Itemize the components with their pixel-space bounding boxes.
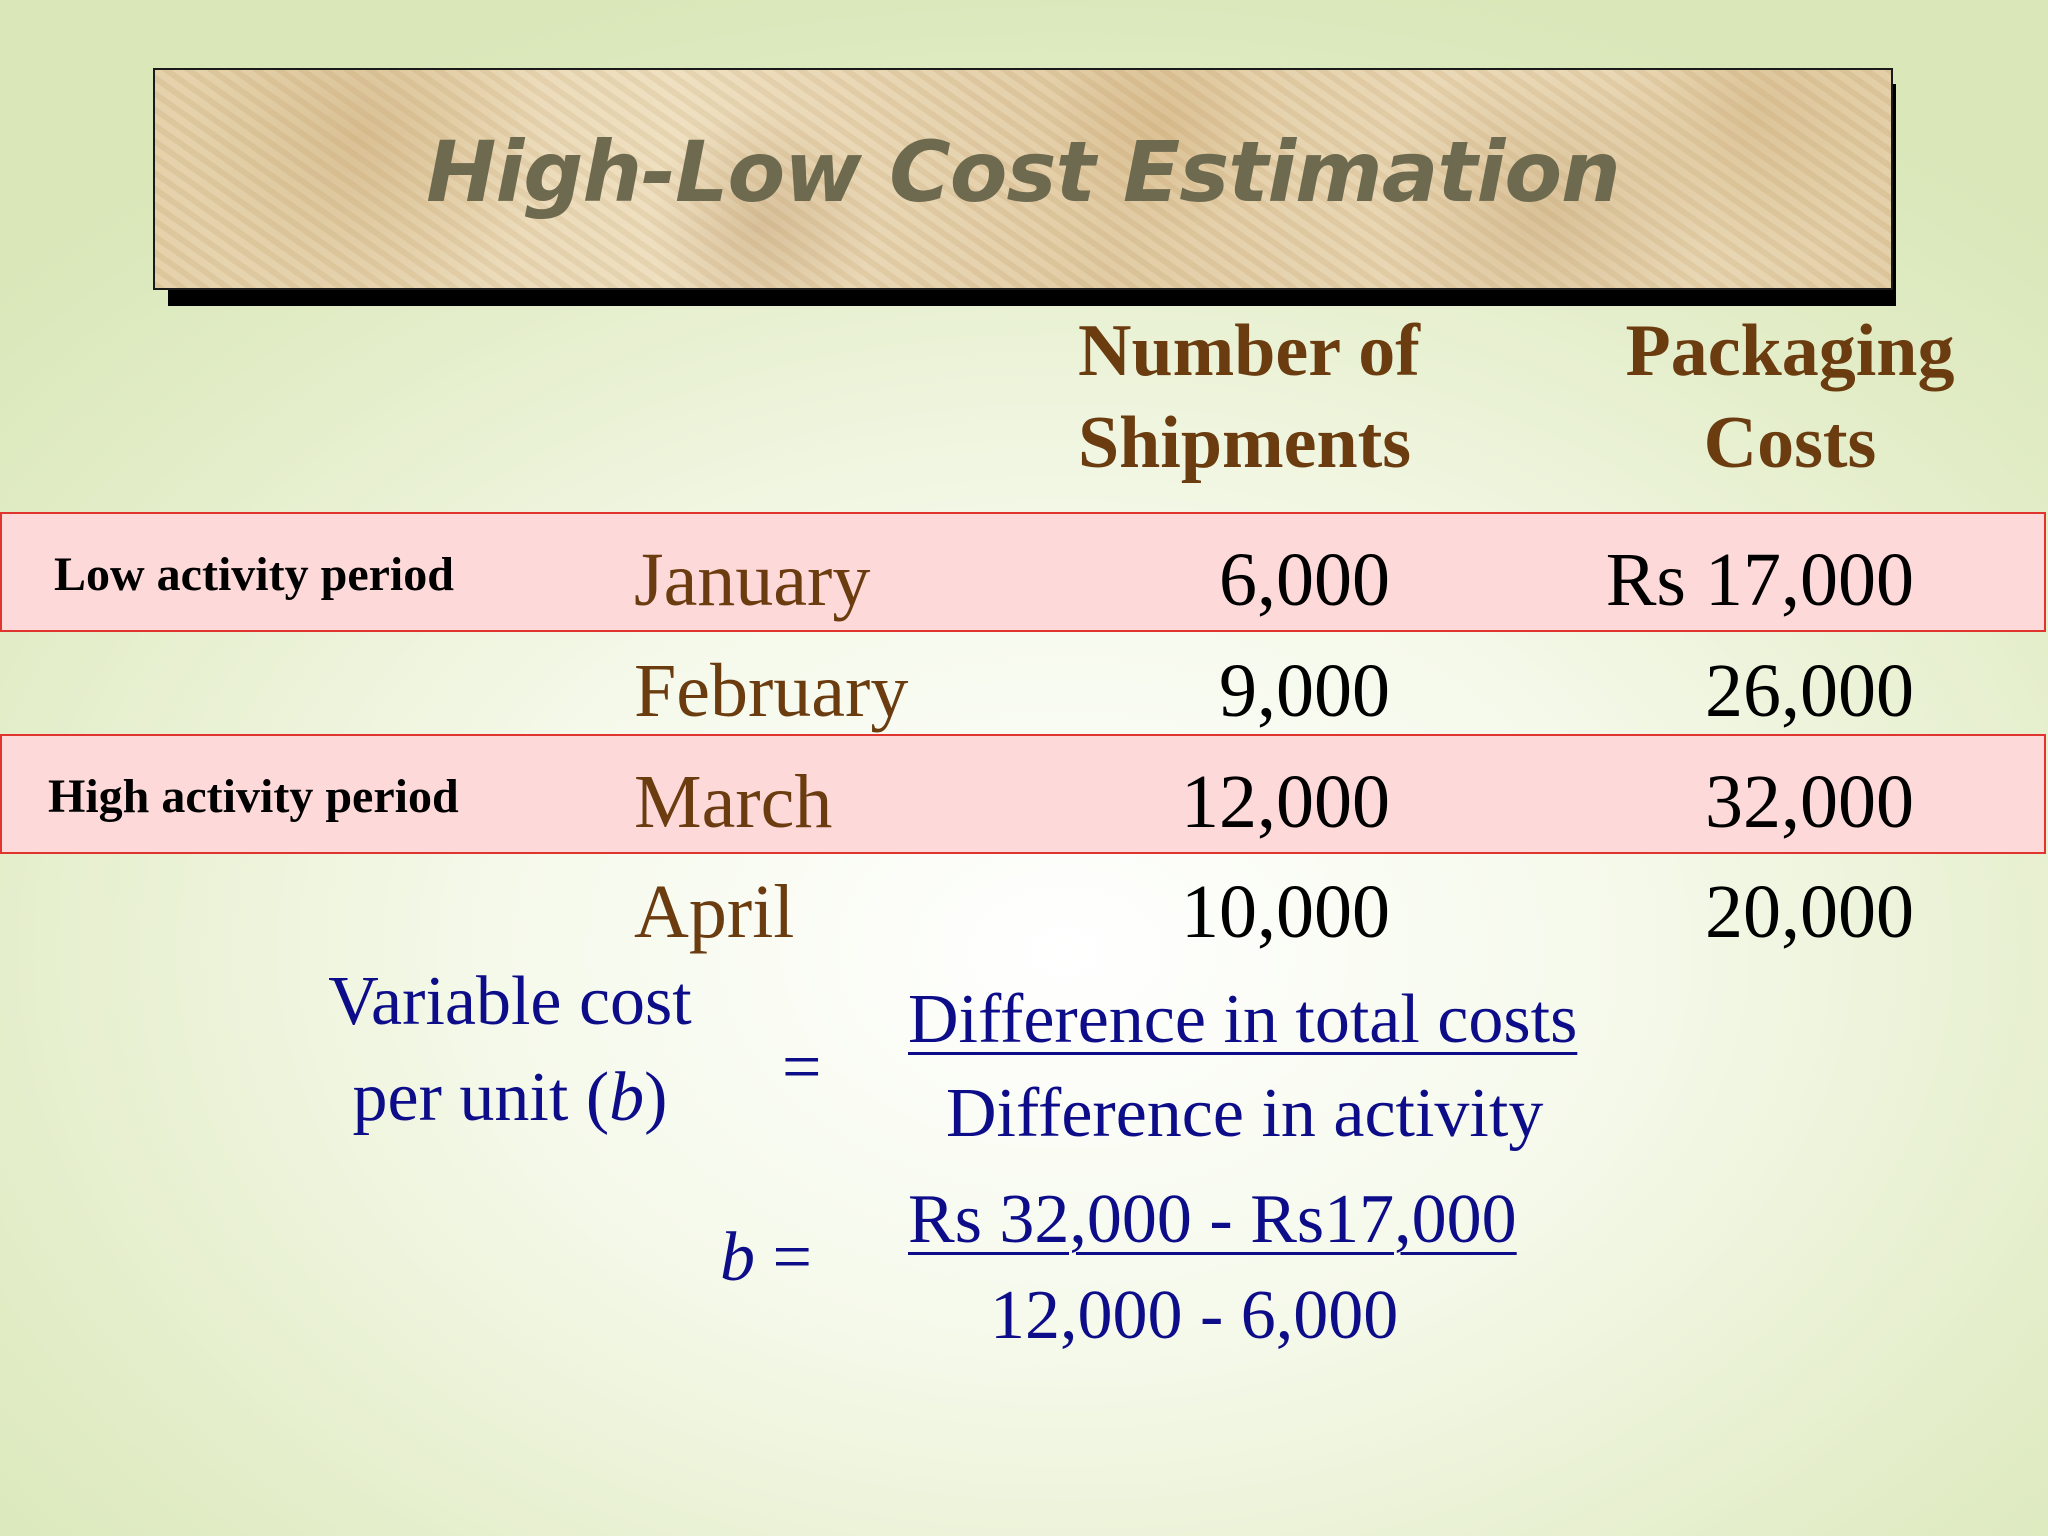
shipments-cell: 9,000 <box>1219 649 1390 733</box>
b-equals-sign: = <box>755 1219 812 1296</box>
variable-cost-label: Variable cost per unit (b) <box>300 954 720 1146</box>
month-cell: February <box>634 649 909 733</box>
low-activity-label: Low activity period <box>54 548 454 601</box>
slide-title: High-Low Cost Estimation <box>426 123 1621 221</box>
month-cell: March <box>634 760 833 844</box>
costs-header-line2: Costs <box>1703 402 1877 484</box>
cost-cell: 26,000 <box>1705 649 1914 733</box>
cost-cell: 20,000 <box>1705 870 1914 954</box>
cost-cell: 32,000 <box>1705 760 1914 844</box>
calc-denominator: 12,000 - 6,000 <box>990 1277 1399 1354</box>
formula-numerator: Difference in total costs <box>908 981 1578 1058</box>
calc-numerator: Rs 32,000 - Rs17,000 <box>908 1181 1517 1258</box>
shipments-column-header: Number of Shipments <box>1078 305 1420 489</box>
high-activity-highlight <box>0 734 2046 854</box>
high-activity-label: High activity period <box>48 770 459 823</box>
month-cell: January <box>634 538 871 622</box>
table-row: March 12,000 32,000 <box>0 756 2048 866</box>
variable-cost-label-line2: per unit (b) <box>300 1050 720 1146</box>
table-row: February 9,000 26,000 <box>0 645 2048 755</box>
costs-header-line1: Packaging <box>1625 310 1955 392</box>
equals-sign: = <box>782 1029 822 1106</box>
variable-cost-label-line1: Variable cost <box>328 963 692 1040</box>
low-activity-highlight <box>0 512 2046 632</box>
month-cell: April <box>634 870 795 954</box>
table-row: April 10,000 20,000 <box>0 866 2048 976</box>
costs-column-header: Packaging Costs <box>1600 305 1980 489</box>
label-prefix: per unit ( <box>352 1059 610 1136</box>
label-suffix: ) <box>644 1059 668 1136</box>
formula-denominator: Difference in activity <box>946 1075 1544 1152</box>
shipments-cell: 10,000 <box>1181 870 1390 954</box>
shipments-cell: 6,000 <box>1219 538 1390 622</box>
title-banner: High-Low Cost Estimation <box>153 68 1893 290</box>
table-row: January 6,000 Rs 17,000 <box>0 534 2048 644</box>
shipments-header-line2: Shipments <box>1078 402 1412 484</box>
shipments-cell: 12,000 <box>1181 760 1390 844</box>
b-variable: b <box>720 1219 755 1296</box>
shipments-header-line1: Number of <box>1078 310 1420 392</box>
label-variable: b <box>609 1059 645 1136</box>
cost-cell: Rs 17,000 <box>1605 538 1914 622</box>
b-equals: b = <box>720 1210 812 1306</box>
